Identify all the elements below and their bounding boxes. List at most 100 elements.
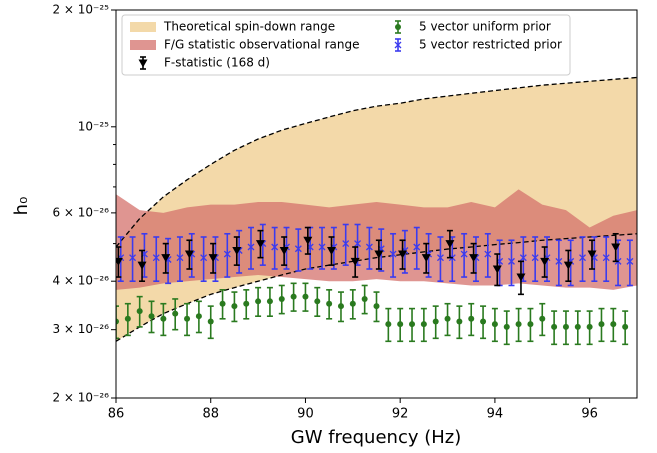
point [231, 303, 238, 310]
point [349, 300, 356, 307]
error-bar [271, 226, 278, 270]
point [314, 298, 321, 305]
y-tick-label: 10⁻²⁵ [78, 119, 109, 133]
error-bar [153, 236, 160, 283]
error-bar [295, 228, 302, 272]
error-bar [390, 232, 397, 278]
point [420, 321, 427, 328]
legend-label: 5 vector restricted prior [419, 38, 562, 52]
error-bar [579, 236, 586, 283]
point [574, 323, 581, 330]
legend-label: Theoretical spin-down range [163, 20, 335, 34]
point [508, 257, 515, 265]
error-bar [555, 239, 562, 287]
point [460, 250, 468, 258]
error-bar [532, 236, 539, 283]
error-bar [200, 236, 207, 283]
point [327, 246, 337, 255]
error-bar [176, 236, 183, 283]
point [432, 318, 439, 325]
x-tick-label: 96 [581, 407, 598, 422]
point [271, 243, 279, 251]
error-bar [129, 236, 136, 283]
point [468, 315, 475, 322]
legend-box [121, 14, 571, 76]
y-tick-label: 2 × 10⁻²⁶ [52, 391, 109, 405]
point [303, 236, 313, 245]
point [492, 265, 502, 274]
point [579, 254, 586, 262]
point [247, 243, 255, 251]
point [413, 243, 421, 251]
legend-marker [395, 24, 401, 30]
point [232, 246, 242, 255]
error-bar [116, 305, 119, 340]
x-tick-label: 86 [108, 407, 125, 422]
point [137, 261, 147, 270]
point [551, 323, 558, 330]
x-tick-label: 90 [297, 407, 314, 422]
point [586, 323, 593, 330]
error-bar [224, 232, 231, 278]
point [294, 245, 302, 253]
point [350, 257, 360, 266]
point [491, 321, 498, 328]
x-tick-label: 92 [392, 407, 409, 422]
point [219, 300, 226, 307]
legend: Theoretical spin-down range F/G statistic… [121, 14, 571, 76]
error-bar [626, 239, 633, 287]
point [290, 293, 297, 300]
y-tick-label: 2 × 10⁻²⁵ [52, 3, 109, 17]
axes-frame [115, 9, 638, 399]
y-tick-label: 3 × 10⁻²⁶ [52, 322, 109, 336]
error-bar [484, 232, 491, 278]
point [436, 254, 444, 262]
point [255, 298, 262, 305]
point [562, 323, 569, 330]
point [176, 254, 184, 262]
point [515, 321, 522, 328]
point [421, 254, 431, 263]
error-bar [319, 226, 326, 270]
point [484, 250, 492, 258]
error-bar [247, 226, 254, 270]
point [243, 300, 250, 307]
point [516, 273, 526, 282]
band-edge [116, 233, 637, 342]
legend-label: F/G statistic observational range [164, 38, 359, 52]
error-bar [366, 226, 373, 270]
y-axis-label: h₀ [11, 197, 32, 216]
point [116, 257, 123, 266]
point [503, 323, 510, 330]
point [223, 250, 231, 258]
y-tick-label: 6 × 10⁻²⁶ [52, 205, 109, 219]
point [598, 321, 605, 328]
error-bar [461, 232, 468, 278]
point [342, 240, 350, 248]
legend-swatch [130, 22, 156, 32]
x-tick-label: 88 [202, 407, 219, 422]
legend-marker [138, 59, 148, 68]
point [626, 257, 634, 265]
point [611, 243, 621, 252]
point [539, 315, 546, 322]
point [602, 254, 610, 262]
error-bar [591, 236, 598, 283]
point [302, 293, 309, 300]
point [555, 257, 563, 265]
legend-swatch [130, 40, 156, 50]
point [354, 240, 362, 248]
point [200, 254, 208, 262]
point [361, 295, 368, 302]
point [480, 318, 487, 325]
point [116, 318, 119, 325]
point [172, 310, 179, 317]
point [610, 321, 617, 328]
point [184, 315, 191, 322]
point [148, 313, 155, 320]
point [207, 318, 214, 325]
point [374, 250, 384, 259]
error-bar [437, 236, 444, 283]
point [531, 254, 539, 262]
legend-label: 5 vector uniform prior [419, 20, 551, 34]
